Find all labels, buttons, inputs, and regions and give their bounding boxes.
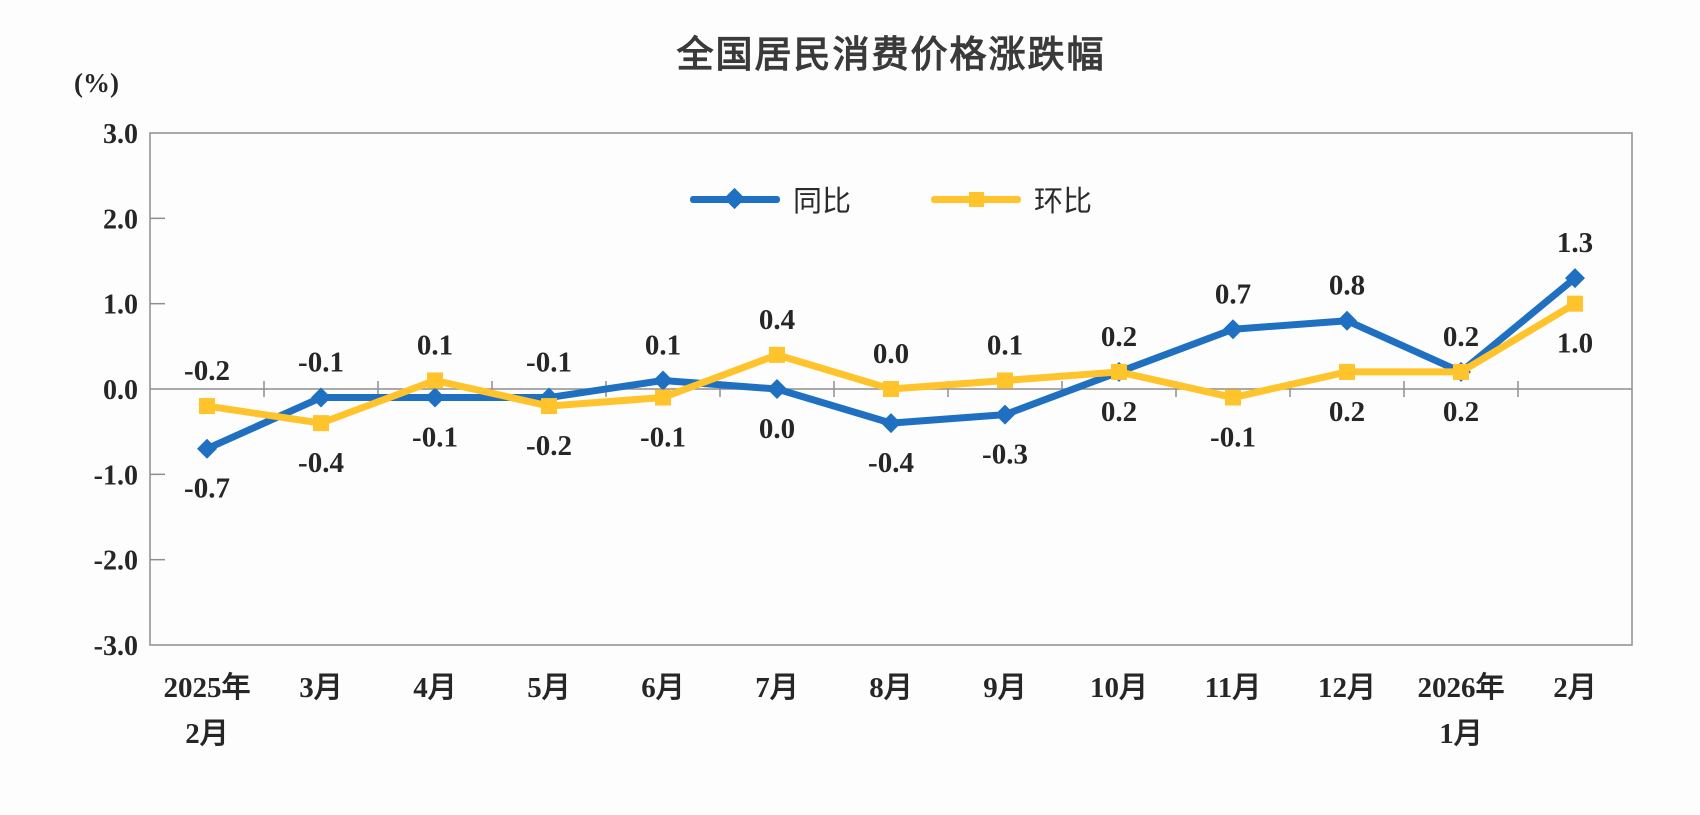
x-tick-label: 2025年 xyxy=(163,670,250,704)
y-axis-unit-label: (%) xyxy=(74,68,119,98)
x-tick-label: 2月 xyxy=(185,718,229,750)
square-marker-icon xyxy=(1453,363,1469,380)
diamond-marker-icon xyxy=(197,438,217,459)
x-tick-label: 12月 xyxy=(1318,672,1376,704)
mom-data-label: 0.1 xyxy=(417,329,453,361)
legend-label-mom: 环比 xyxy=(1034,186,1093,218)
x-tick-label: 5月 xyxy=(527,672,571,704)
legend-item-mom: 环比 xyxy=(931,178,1092,220)
diamond-marker-icon xyxy=(311,387,331,408)
yoy-data-label: -0.7 xyxy=(184,473,230,505)
x-tick-label: 2026年 xyxy=(1417,670,1504,704)
y-tick-label: -3.0 xyxy=(94,631,138,662)
chart-title: 全国居民消费价格涨跌幅 xyxy=(676,34,1106,75)
square-marker-icon xyxy=(427,372,443,389)
square-marker-icon xyxy=(997,372,1013,389)
legend-item-yoy: 同比 xyxy=(689,178,851,220)
yoy-data-label: 0.2 xyxy=(1101,321,1137,353)
x-tick-label: 4月 xyxy=(413,672,457,704)
yoy-data-label: 0.7 xyxy=(1215,278,1251,310)
chart-legend: 同比 环比 xyxy=(150,178,1632,220)
diamond-marker-icon xyxy=(881,413,901,434)
yoy-data-label: 0.0 xyxy=(759,413,795,445)
mom-data-label: 0.2 xyxy=(1329,396,1365,428)
mom-data-label: -0.2 xyxy=(526,430,572,462)
diamond-marker-icon xyxy=(1223,319,1243,340)
diamond-marker-icon xyxy=(1565,268,1585,289)
x-tick-label: 2月 xyxy=(1553,672,1597,704)
diamond-marker-icon xyxy=(995,404,1015,425)
diamond-marker-icon xyxy=(653,370,673,391)
y-tick-label: -1.0 xyxy=(94,460,138,491)
x-tick-label: 3月 xyxy=(299,672,343,704)
legend-label-yoy: 同比 xyxy=(792,186,851,218)
x-tick-label: 11月 xyxy=(1205,672,1261,704)
yoy-data-label: 0.2 xyxy=(1443,321,1479,353)
yoy-data-label: -0.1 xyxy=(412,422,458,454)
mom-data-label: -0.2 xyxy=(184,355,230,387)
mom-data-label: 0.4 xyxy=(759,304,795,336)
square-marker-icon xyxy=(769,346,785,363)
yoy-data-label: -0.3 xyxy=(982,439,1028,471)
yoy-data-label: -0.1 xyxy=(526,347,572,379)
square-marker-icon xyxy=(655,389,671,406)
y-tick-label: 0.0 xyxy=(103,375,138,406)
yoy-data-label: -0.1 xyxy=(298,347,344,379)
x-tick-label: 1月 xyxy=(1439,718,1483,750)
square-marker-icon xyxy=(1339,363,1355,380)
x-tick-label: 6月 xyxy=(641,672,685,704)
mom-data-label: -0.1 xyxy=(640,422,686,454)
x-tick-label: 9月 xyxy=(983,672,1027,704)
mom-data-label: -0.1 xyxy=(1210,422,1256,454)
mom-data-label: -0.4 xyxy=(298,447,344,479)
square-marker-icon xyxy=(199,398,215,415)
mom-data-label: 0.2 xyxy=(1443,396,1479,428)
y-tick-label: 1.0 xyxy=(103,290,138,321)
x-tick-label: 7月 xyxy=(755,672,799,704)
x-tick-label: 8月 xyxy=(869,672,913,704)
diamond-marker-icon xyxy=(767,379,787,399)
square-marker-icon xyxy=(541,398,557,415)
mom-data-label: 1.0 xyxy=(1557,328,1593,360)
diamond-marker-icon xyxy=(425,387,445,408)
y-tick-label: 2.0 xyxy=(103,204,138,235)
y-tick-label: 3.0 xyxy=(103,119,138,150)
mom-data-label: 0.0 xyxy=(873,338,909,370)
square-marker-icon xyxy=(1225,389,1241,406)
mom-line-sample xyxy=(931,189,1021,209)
y-tick-label: -2.0 xyxy=(94,546,138,577)
yoy-data-label: -0.4 xyxy=(868,447,914,479)
square-marker-icon xyxy=(1111,363,1127,380)
square-marker-icon xyxy=(1567,295,1583,312)
yoy-data-label: 0.8 xyxy=(1329,270,1365,302)
square-marker-icon xyxy=(969,192,984,207)
x-tick-label: 10月 xyxy=(1090,672,1148,704)
square-marker-icon xyxy=(313,415,329,432)
square-marker-icon xyxy=(883,381,899,397)
yoy-data-label: 0.1 xyxy=(645,329,681,361)
diamond-marker-icon xyxy=(1337,310,1357,331)
mom-data-label: 0.1 xyxy=(987,329,1023,361)
mom-data-label: 0.2 xyxy=(1101,396,1137,428)
yoy-line-sample xyxy=(689,187,780,210)
yoy-data-label: 1.3 xyxy=(1557,227,1593,259)
